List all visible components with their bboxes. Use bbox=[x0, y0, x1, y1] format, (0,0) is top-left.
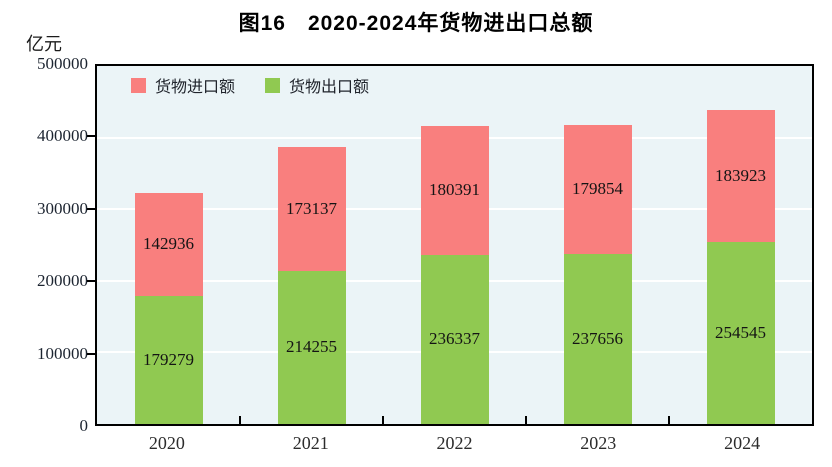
bar-segment-export: 179279 bbox=[134, 295, 203, 424]
bar-value-label: 173137 bbox=[286, 198, 337, 218]
y-axis-tick-label: 400000 bbox=[37, 126, 88, 146]
bar-segment-import: 173137 bbox=[277, 146, 346, 271]
bar-value-label: 237656 bbox=[572, 328, 623, 348]
bar-value-label: 180391 bbox=[429, 180, 480, 200]
y-axis-tick-label: 500000 bbox=[37, 54, 88, 73]
bar-segment-import: 142936 bbox=[134, 193, 203, 296]
y-axis-unit-label: 亿元 bbox=[26, 34, 62, 54]
y-axis-tick-label: 200000 bbox=[37, 271, 88, 291]
legend-item-exports: 货物出口额 bbox=[265, 73, 369, 97]
bar-segment-export: 214255 bbox=[277, 270, 346, 424]
x-axis-label: 2022 bbox=[436, 433, 473, 453]
legend-item-imports: 货物进口额 bbox=[131, 73, 235, 97]
bar-value-label: 179854 bbox=[572, 179, 623, 199]
y-axis-tick-label: 300000 bbox=[37, 198, 88, 218]
bar-value-label: 236337 bbox=[429, 329, 480, 349]
y-axis-tick-label: 100000 bbox=[37, 343, 88, 363]
x-axis-label: 2023 bbox=[580, 433, 617, 453]
plot-area: 179279 142936 214255 173137 236337 180391 2376… bbox=[95, 64, 814, 426]
y-axis-ticks bbox=[87, 64, 96, 426]
bar-value-label: 254545 bbox=[715, 322, 766, 342]
bar-segment-import: 179854 bbox=[563, 125, 632, 254]
bar-value-label: 214255 bbox=[286, 337, 337, 357]
y-axis-tick-mark bbox=[87, 207, 96, 210]
x-axis-tick-mark bbox=[525, 416, 527, 424]
x-boundary-ticks bbox=[97, 66, 812, 424]
x-axis-tick-mark bbox=[239, 416, 241, 424]
legend-label-imports: 货物进口额 bbox=[155, 79, 236, 96]
bar-value-label: 183923 bbox=[715, 165, 766, 185]
bar-segment-import: 183923 bbox=[706, 110, 775, 242]
bar-segment-import: 180391 bbox=[420, 125, 489, 255]
bars: 179279 142936 214255 173137 236337 180391 2376… bbox=[97, 66, 812, 424]
chart-legend: 货物进口额 货物出口额 bbox=[131, 73, 369, 97]
legend-swatch-exports bbox=[265, 77, 281, 93]
x-axis-tick-mark bbox=[382, 416, 384, 424]
x-axis-label: 2024 bbox=[724, 433, 761, 453]
y-axis-tick-mark bbox=[87, 280, 96, 283]
chart-title: 图16 2020-2024年货物进出口总额 bbox=[238, 12, 594, 35]
y-axis-labels: 0 100000 200000 300000 400000 500000 bbox=[0, 54, 88, 435]
x-axis-label: 2021 bbox=[292, 433, 329, 453]
y-axis-tick-mark bbox=[87, 135, 96, 138]
x-axis-tick-mark bbox=[668, 416, 670, 424]
legend-swatch-imports bbox=[131, 77, 146, 93]
bar-value-label: 142936 bbox=[143, 234, 194, 254]
legend-label-exports: 货物出口额 bbox=[289, 79, 370, 96]
y-axis-tick-label: 0 bbox=[79, 416, 89, 435]
bar-value-label: 179279 bbox=[143, 349, 194, 369]
bar-segment-export: 236337 bbox=[420, 254, 489, 424]
x-axis-labels: 2020 2021 2022 2023 2024 bbox=[95, 433, 814, 454]
bar-segment-export: 237656 bbox=[563, 253, 632, 424]
x-axis-label: 2020 bbox=[148, 433, 185, 453]
bar-segment-export: 254545 bbox=[706, 241, 775, 424]
y-axis-tick-mark bbox=[87, 352, 96, 355]
